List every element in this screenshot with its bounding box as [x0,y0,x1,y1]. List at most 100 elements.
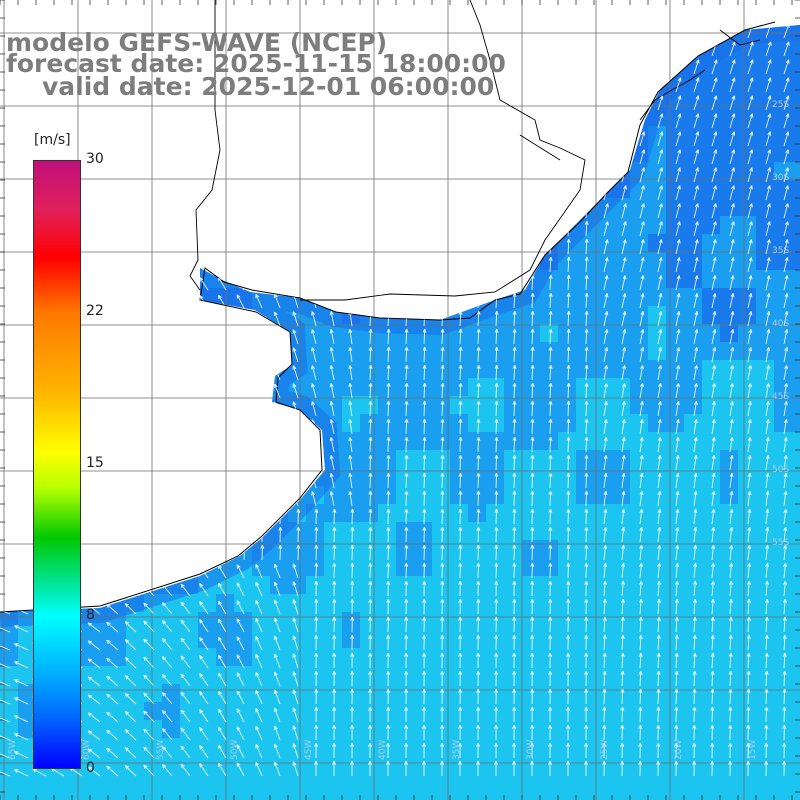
wind-arrow [314,598,319,615]
wind-arrow [206,508,211,525]
wind-arrow [124,315,137,327]
sea-cell [324,180,342,198]
wind-arrow [116,256,121,273]
wind-arrow [548,40,553,57]
sea-cell [612,576,630,594]
wind-arrow [675,131,682,147]
sea-cell [288,648,306,666]
wind-arrow [368,670,373,687]
wind-arrow [656,652,661,669]
sea-cell [576,540,594,558]
sea-cell [522,486,540,504]
sea-cell [756,558,774,576]
sea-cell [738,468,756,486]
sea-cell [378,774,396,792]
wind-arrow [711,77,718,93]
wind-arrow [566,490,571,507]
wind-arrow [242,526,247,543]
wind-arrow [621,185,627,201]
sea-cell [486,792,504,800]
sea-cell [576,594,594,612]
wind-arrow [675,167,681,183]
sea-cell [738,0,756,18]
sea-cell [558,450,576,468]
wind-arrow [729,221,735,237]
sea-cell [90,576,108,594]
wind-arrow [729,382,734,399]
wind-arrow [386,292,391,309]
wind-arrow [143,368,155,381]
sea-cell [720,648,738,666]
wind-arrow [116,166,121,183]
wind-arrow [368,634,373,651]
sea-cell [774,684,792,702]
wind-arrow [255,689,263,705]
wind-arrow [639,131,646,147]
wind-arrow [656,616,661,633]
wind-arrow [314,112,319,129]
sea-cell [216,684,234,702]
wind-arrow [531,5,534,20]
wind-arrow [404,328,409,345]
wind-arrow [584,742,589,759]
sea-cell [522,450,540,468]
wind-arrow [386,166,391,183]
sea-cell [522,576,540,594]
sea-cell [432,756,450,774]
sea-cell [0,306,18,324]
sea-cell [666,648,684,666]
sea-cell [720,666,738,684]
sea-cell [144,684,162,702]
sea-cell [378,576,396,594]
sea-cell [738,414,756,432]
sea-cell [216,180,234,198]
wind-arrow [765,311,771,327]
wind-arrow [292,617,299,633]
wind-arrow [255,473,263,489]
wind-arrow [440,472,445,489]
wind-arrow [180,691,191,705]
wind-arrow [782,724,787,741]
wind-arrow [729,562,734,579]
sea-cell [270,486,288,504]
wind-arrow [548,328,553,345]
wind-arrow [152,508,157,525]
wind-arrow [98,112,103,129]
sea-cell [342,684,360,702]
wind-arrow [329,419,335,435]
sea-cell [342,0,360,18]
sea-cell [738,54,756,72]
wind-arrow [161,440,173,453]
wind-arrow [584,400,589,417]
sea-cell [756,216,774,234]
sea-cell [486,720,504,738]
sea-cell [594,540,612,558]
wind-arrow [217,654,227,669]
wind-arrow [584,112,589,129]
sea-cell [90,0,108,18]
sea-cell [558,720,576,738]
wind-arrow [350,220,355,237]
wind-arrow [386,436,391,453]
sea-cell [774,738,792,756]
wind-arrow [199,763,209,777]
wind-arrow [217,474,227,489]
wind-arrow [512,130,517,147]
wind-arrow [242,148,247,165]
sea-cell [594,756,612,774]
wind-arrow [98,508,103,525]
wind-arrow [255,563,263,579]
sea-cell [612,54,630,72]
wind-arrow [311,347,317,363]
wind-arrow [386,400,391,417]
wind-arrow [746,688,751,705]
wind-arrow [584,598,589,615]
wind-arrow [386,508,391,525]
wind-arrow [693,185,699,201]
wind-arrow [124,387,137,399]
wind-arrow [639,365,645,381]
sea-cell [144,774,162,792]
sea-cell [126,108,144,126]
sea-cell [540,702,558,720]
